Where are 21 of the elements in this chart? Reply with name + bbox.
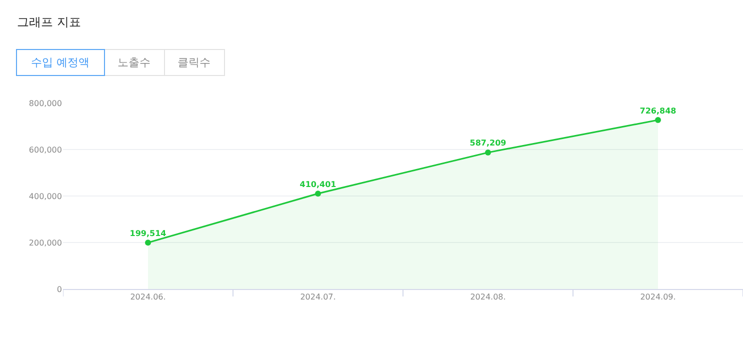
text: 노출수 bbox=[104, 49, 164, 76]
y-tick-label: 200,000 bbox=[28, 238, 62, 248]
point bbox=[655, 117, 661, 124]
text: 클릭수 bbox=[164, 49, 224, 76]
data-label: 587,209 bbox=[470, 138, 507, 148]
point bbox=[145, 240, 151, 246]
y-tick-label: 400,000 bbox=[28, 192, 62, 201]
text: 수입 예정액 bbox=[16, 49, 104, 76]
x-tick-label: 2024.06. bbox=[130, 292, 166, 302]
y-tick-label: 600,000 bbox=[28, 145, 62, 154]
data-label: 410,401 bbox=[300, 180, 337, 189]
data-label: 199,514 bbox=[130, 228, 167, 238]
point bbox=[485, 149, 491, 156]
x-tick-label: 2024.08. bbox=[470, 292, 506, 302]
y-tick-label: 0 bbox=[56, 284, 62, 294]
y-tick-label: 800,000 bbox=[28, 98, 62, 108]
data-label: 726,848 bbox=[640, 106, 677, 116]
chart-title: 그래프 지표 bbox=[17, 14, 81, 31]
point bbox=[315, 190, 321, 197]
x-tick-label: 2024.07. bbox=[300, 292, 336, 302]
x-tick-label: 2024.09. bbox=[640, 292, 676, 302]
